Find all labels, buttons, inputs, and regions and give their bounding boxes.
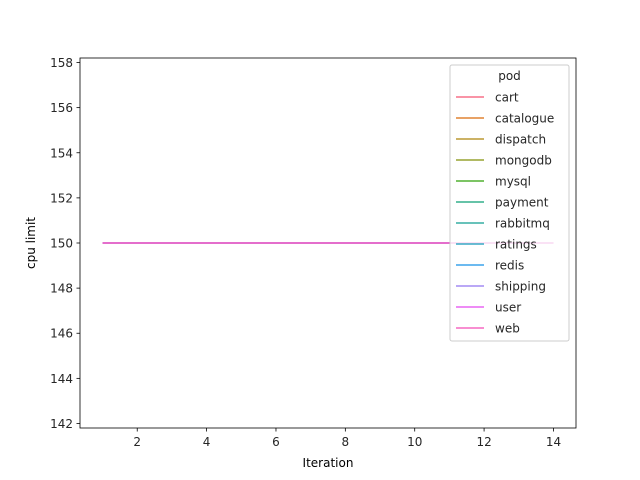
x-tick-label: 14 (546, 435, 561, 449)
legend: pod cart catalogue dispatch mongodb mysql pay… (449, 64, 570, 342)
y-tick-label: 144 (50, 372, 73, 386)
legend-label-rabbitmq: rabbitmq (495, 217, 550, 231)
x-tick-label: 4 (203, 435, 211, 449)
legend-box (449, 64, 570, 342)
legend-label-payment: payment (495, 196, 549, 210)
legend-label-shipping: shipping (495, 280, 546, 294)
x-axis-label: Iteration (303, 456, 354, 470)
plot-frame (79, 57, 577, 429)
y-tick-label: 146 (50, 327, 73, 341)
y-tick-label: 156 (50, 101, 73, 115)
x-tick-label: 2 (133, 435, 141, 449)
legend-label-mongodb: mongodb (495, 154, 552, 168)
legend-label-mysql: mysql (495, 175, 531, 189)
y-tick-label: 148 (50, 282, 73, 296)
legend-title: pod (498, 69, 521, 83)
y-tick-label: 154 (50, 146, 73, 160)
y-tick-label: 158 (50, 56, 73, 70)
ticks-layer: 2 4 6 8 10 12 14 142 144 146 148 150 152 154 156 158 (50, 56, 561, 449)
legend-label-dispatch: dispatch (495, 133, 546, 147)
legend-label-cart: cart (495, 91, 519, 105)
legend-label-user: user (495, 301, 521, 315)
legend-label-ratings: ratings (495, 238, 537, 252)
y-axis-label: cpu limit (24, 217, 38, 269)
y-tick-label: 142 (50, 417, 73, 431)
legend-label-web: web (495, 322, 520, 336)
y-tick-label: 150 (50, 237, 73, 251)
y-tick-label: 152 (50, 191, 73, 205)
x-tick-label: 6 (272, 435, 280, 449)
x-tick-label: 10 (407, 435, 422, 449)
legend-items: cart catalogue dispatch mongodb mysql payment… (456, 91, 554, 336)
x-tick-label: 8 (342, 435, 350, 449)
legend-label-catalogue: catalogue (495, 112, 554, 126)
x-tick-label: 12 (476, 435, 491, 449)
legend-label-redis: redis (495, 259, 524, 273)
